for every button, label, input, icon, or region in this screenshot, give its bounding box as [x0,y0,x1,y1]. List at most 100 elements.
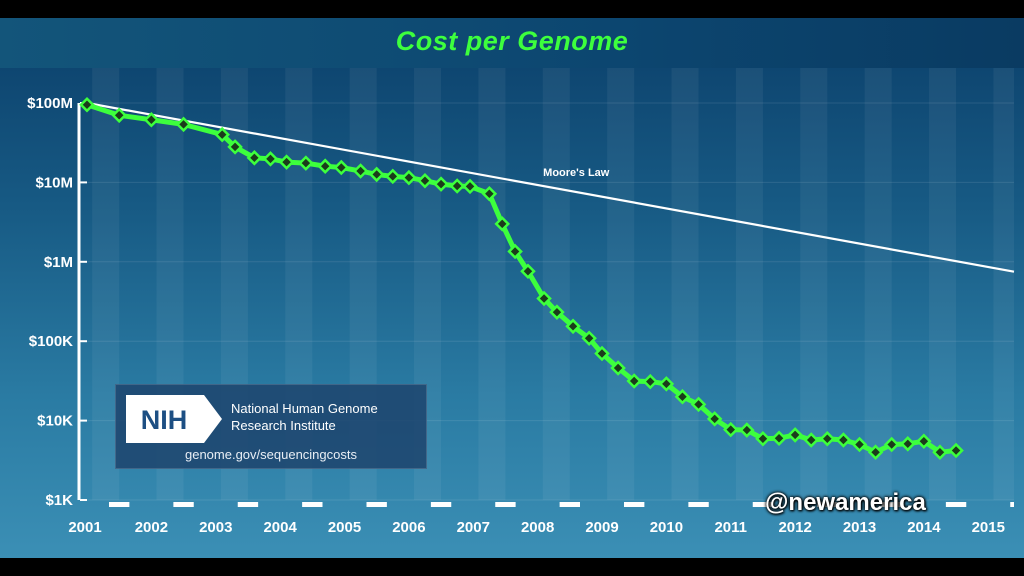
cost-point [803,432,819,448]
cost-point [298,155,314,171]
x-tick-label: 2005 [328,519,361,536]
cost-point [674,388,691,405]
y-tick-label: $1M [44,254,73,271]
nih-logo: NIH [126,395,222,443]
cost-point [851,436,868,453]
x-tick-label: 2012 [778,519,811,536]
cost-point [642,373,659,390]
cost-point [462,178,478,195]
x-axis-segment [945,502,967,507]
x-tick-label: 2013 [843,519,876,536]
cost-point [520,263,536,280]
cost-point [262,151,279,167]
cost-point [494,216,510,232]
nih-logo-text: NIH [141,405,188,435]
x-axis-segment [109,502,130,507]
cost-point [449,178,465,194]
cost-point [565,318,581,335]
cost-point [916,433,932,449]
cost-point [507,243,523,260]
cost-point [706,411,723,427]
x-tick-label: 2006 [392,519,425,536]
cost-point [368,166,385,183]
cost-point [626,373,642,389]
cost-series [79,97,964,460]
x-axis-segment [881,502,902,507]
x-tick-label: 2014 [907,519,941,536]
cost-point [867,444,884,460]
x-tick-label: 2007 [457,519,490,536]
x-tick-label: 2011 [714,519,747,536]
cost-point [948,442,964,459]
cost-point [658,376,675,392]
cost-point [594,345,610,362]
x-tick-label: 2009 [585,519,618,536]
annotations: Moore's Law [543,167,610,179]
y-tick-label: $100M [27,95,73,112]
moores-law-label: Moore's Law [543,167,610,179]
cost-point [401,169,417,186]
cost-point [175,116,192,133]
x-axis-segment [1010,502,1014,507]
x-axis-segment [688,502,709,507]
cost-point [739,422,755,438]
x-axis-segment [495,502,516,507]
stripe [929,68,957,500]
x-tick-label: 2001 [68,519,101,536]
institute-name-line-1: National Human Genome [231,401,378,416]
cost-point [771,430,787,446]
chart-stage: Cost per Genome $100M $10M $1M $100K $10K $1K… [0,18,1024,558]
stripe [92,68,120,500]
x-axis-segment [237,502,259,507]
x-axis-segment [752,502,774,507]
stripe [607,68,635,500]
y-tick-label: $10M [35,174,73,191]
x-tick-label: 2004 [263,519,297,536]
stripe [671,68,699,500]
cost-point [581,330,597,346]
cost-point [755,431,771,447]
axes [77,103,1014,507]
moores-law-line [86,101,1015,273]
cost-point [246,150,263,166]
cost-per-genome-chart: $100M$10M$1M$100K$10K$1K 2001 2002 2003 200… [27,68,1015,536]
cost-point [536,290,552,307]
stripe [542,68,570,500]
moores-law-series [86,101,1015,273]
cost-point [819,431,836,447]
x-tick-label: 2015 [972,519,1005,536]
cost-point [385,168,401,185]
x-tick-labels: 2001 2002 2003 2004 2005 2006 2007 2008 2009 2010… [68,519,1005,536]
nih-credit-box: NIH National Human Genome Research Insti… [115,384,427,469]
cost-point [549,304,565,320]
stripe [993,68,1014,500]
y-tick-labels: $100M $10M $1M $100K $10K $1K [27,95,73,509]
y-tick-label: $1K [45,492,73,509]
x-tick-label: 2002 [135,519,168,536]
cost-point [722,421,739,438]
x-axis-segment [559,502,580,507]
cost-point [787,427,803,443]
x-axis-segment [366,502,387,507]
watermark: @newamerica [765,489,926,516]
y-tick-label: $100K [29,333,73,350]
x-axis-segment [624,502,645,507]
institute-name-line-2: Research Institute [231,418,336,433]
x-axis-segment [817,502,838,507]
cost-point [433,176,449,192]
cost-point [932,444,948,460]
x-tick-label: 2003 [199,519,232,536]
cost-point [610,360,626,376]
cost-point [79,97,95,113]
source-url: genome.gov/sequencingcosts [184,447,357,462]
y-gridlines [80,102,1014,501]
stripe [864,68,892,500]
x-axis-segment [173,502,194,507]
cost-point [227,139,243,155]
cost-point [317,158,333,174]
cost-point [481,185,498,202]
x-axis-segment [430,502,452,507]
cost-point [214,126,230,143]
cost-point [883,436,900,453]
cost-point [111,107,127,124]
